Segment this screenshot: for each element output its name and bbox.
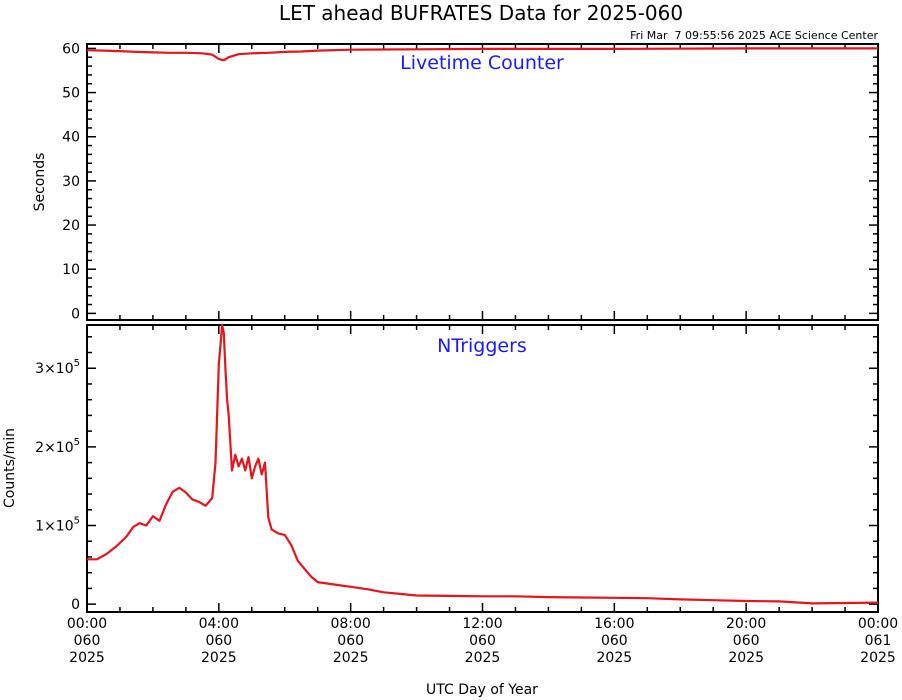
figure-title: LET ahead BUFRATES Data for 2025-060 xyxy=(279,1,683,25)
livetime-ylabel: Seconds xyxy=(32,153,48,212)
ntriggers-ytick-label: 0 xyxy=(71,597,80,613)
x-tick-label-year: 2025 xyxy=(860,650,896,666)
ntriggers-ylabel: Counts/min xyxy=(2,428,18,508)
x-tick-label-year: 2025 xyxy=(201,650,237,666)
livetime-panel-label: Livetime Counter xyxy=(400,52,564,74)
ntriggers-series-line xyxy=(87,323,879,605)
x-tick-label-time: 04:00 xyxy=(199,616,239,632)
ntriggers-ytick-label: 2×105 xyxy=(35,437,80,456)
x-tick-label-time: 16:00 xyxy=(594,616,634,632)
livetime-ytick-label: 0 xyxy=(71,306,80,322)
x-axis-label: UTC Day of Year xyxy=(426,682,538,698)
livetime-ytick-label: 40 xyxy=(62,130,80,146)
timestamp: Fri Mar 7 09:55:56 2025 ACE Science Cent… xyxy=(630,29,878,42)
x-tick-label-doy: 060 xyxy=(733,633,760,649)
livetime-ytick-label: 60 xyxy=(62,41,80,57)
livetime-frame xyxy=(86,43,879,321)
ntriggers-ticks: 0 1×105 2×105 3×105 xyxy=(35,325,879,613)
livetime-series-line xyxy=(86,47,878,62)
livetime-panel: Livetime Counter Seconds 0 10 20 30 40 50 60 xyxy=(32,41,879,322)
x-tick-label-year: 2025 xyxy=(728,650,764,666)
livetime-ytick-label: 30 xyxy=(62,174,80,190)
x-tick-label-year: 2025 xyxy=(465,650,501,666)
x-tick-label-doy: 060 xyxy=(205,633,232,649)
ntriggers-panel: NTriggers Counts/min 0 1×105 2×105 3×105 xyxy=(2,323,879,613)
x-tick-label-doy: 060 xyxy=(337,633,364,649)
x-tick-label-doy: 060 xyxy=(601,633,628,649)
x-tick-label-time: 20:00 xyxy=(726,616,766,632)
x-tick-label-time: 00:00 xyxy=(858,616,898,632)
x-tick-label-doy: 060 xyxy=(469,633,496,649)
x-tick-label-time: 00:00 xyxy=(67,616,107,632)
x-tick-label-year: 2025 xyxy=(333,650,369,666)
x-tick-label-year: 2025 xyxy=(597,650,633,666)
x-tick-label-doy: 061 xyxy=(865,633,892,649)
ntriggers-ytick-label: 1×105 xyxy=(35,516,80,535)
x-tick-label-time: 08:00 xyxy=(330,616,370,632)
livetime-ytick-label: 10 xyxy=(62,262,80,278)
ntriggers-frame xyxy=(86,324,879,613)
ntriggers-ytick-label: 3×105 xyxy=(35,358,80,377)
ntriggers-panel-label: NTriggers xyxy=(437,335,527,357)
x-tick-labels: 00:00060202504:00060202508:00060202512:0… xyxy=(67,616,898,666)
x-tick-label-year: 2025 xyxy=(69,650,105,666)
livetime-ticks: 0 10 20 30 40 50 60 xyxy=(62,41,879,322)
x-tick-label-doy: 060 xyxy=(74,633,101,649)
livetime-ytick-label: 20 xyxy=(62,218,80,234)
x-tick-label-time: 12:00 xyxy=(462,616,502,632)
livetime-ytick-label: 50 xyxy=(62,86,80,102)
